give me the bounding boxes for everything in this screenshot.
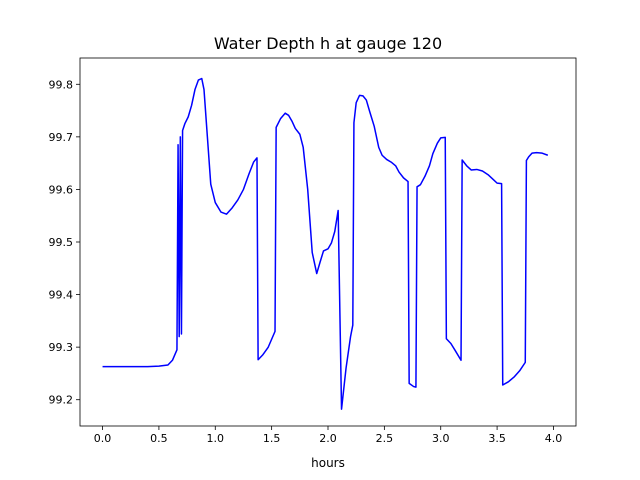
x-tick-label: 0.5 (150, 432, 168, 445)
x-tick-label: 4.0 (545, 432, 563, 445)
x-tick-label: 2.0 (319, 432, 337, 445)
y-tick-label: 99.3 (49, 341, 74, 354)
x-tick-label: 3.5 (488, 432, 506, 445)
plot-area (102, 77, 549, 410)
x-tick-label: 0.0 (94, 432, 112, 445)
series-line-1 (102, 77, 549, 410)
x-tick-label: 1.0 (207, 432, 225, 445)
x-tick-label: 3.0 (432, 432, 450, 445)
y-tick-label: 99.7 (49, 131, 74, 144)
x-tick-label: 1.5 (263, 432, 281, 445)
y-tick-label: 99.8 (49, 78, 74, 91)
chart-title: Water Depth h at gauge 120 (214, 34, 442, 53)
y-tick-label: 99.6 (49, 183, 74, 196)
y-tick-label: 99.5 (49, 236, 74, 249)
x-axis-label: hours (311, 456, 345, 470)
y-tick-label: 99.4 (49, 289, 74, 302)
x-tick-label: 2.5 (376, 432, 394, 445)
axis-ticks: 0.0 0.5 1.0 1.5 2.0 2.5 3.0 3.5 4.0 99.2 99.3 99.4 9… (49, 57, 577, 445)
y-tick-label: 99.2 (49, 394, 74, 407)
